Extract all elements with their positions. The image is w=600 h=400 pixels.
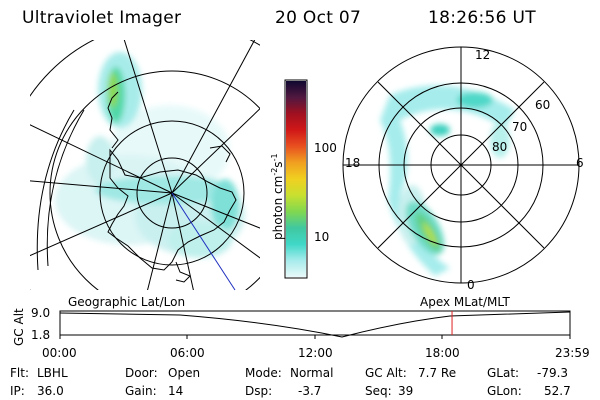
filter-label: Flt: <box>10 366 29 380</box>
gain-label: Gain: <box>125 384 157 398</box>
color-scale-bar <box>284 79 308 279</box>
mlt-label-right: 6 <box>576 156 584 170</box>
latitude-label-60: 60 <box>535 98 551 112</box>
color-gradient <box>286 81 306 277</box>
observation-time: 18:26:56 UT <box>428 8 536 28</box>
colorbar-unit-label: photon cm-2s-1 <box>270 153 285 240</box>
timeline-right-title: Apex MLat/MLT <box>420 295 510 309</box>
timeline-x-tick-1: 06:00 <box>170 346 205 360</box>
glat-value: -79.3 <box>537 366 569 380</box>
timeline-x-tick-2: 12:00 <box>298 346 333 360</box>
seq-value: 39 <box>398 384 414 398</box>
timeline-x-tick-0: 00:00 <box>42 346 77 360</box>
gc-alt-value: 7.7 Re <box>418 366 457 380</box>
door-value: Open <box>168 366 201 380</box>
timeline-x-tick-3: 18:00 <box>425 346 460 360</box>
polar-plot <box>342 46 580 284</box>
instrument-title: Ultraviolet Imager <box>22 8 182 28</box>
mode-label: Mode: <box>245 366 282 380</box>
timeline-left-title: Geographic Lat/Lon <box>68 295 186 309</box>
gc-alt-label: GC Alt: <box>365 366 407 380</box>
mlt-label-left: 18 <box>345 156 361 170</box>
filter-value: LBHL <box>37 366 68 380</box>
timeline-y-tick-bottom: 1.8 <box>31 328 51 342</box>
dsp-label: Dsp: <box>245 384 273 398</box>
glat-label: GLat: <box>487 366 520 380</box>
mlt-label-bottom: 0 <box>467 278 475 292</box>
door-label: Door: <box>125 366 158 380</box>
dsp-value: -3.7 <box>298 384 322 398</box>
observation-date: 20 Oct 07 <box>275 8 362 28</box>
geographic-map <box>30 40 260 291</box>
colorbar-tick-10: 10 <box>314 230 330 244</box>
gc-altitude-timeline <box>59 310 571 339</box>
latitude-label-80: 80 <box>492 140 508 154</box>
glon-label: GLon: <box>487 384 522 398</box>
timeline-axis-label: GC Alt <box>12 308 26 346</box>
gain-value: 14 <box>168 384 184 398</box>
ip-label: IP: <box>10 384 25 398</box>
colorbar-tick-100: 100 <box>314 141 337 155</box>
mlt-label-top: 12 <box>475 48 491 62</box>
glon-value: 52.7 <box>544 384 571 398</box>
ip-value: 36.0 <box>37 384 64 398</box>
timeline-x-tick-4: 23:59 <box>555 346 590 360</box>
seq-label: Seq: <box>365 384 392 398</box>
mode-value: Normal <box>290 366 334 380</box>
latitude-label-70: 70 <box>512 120 528 134</box>
timeline-y-tick-top: 9.0 <box>31 306 51 320</box>
